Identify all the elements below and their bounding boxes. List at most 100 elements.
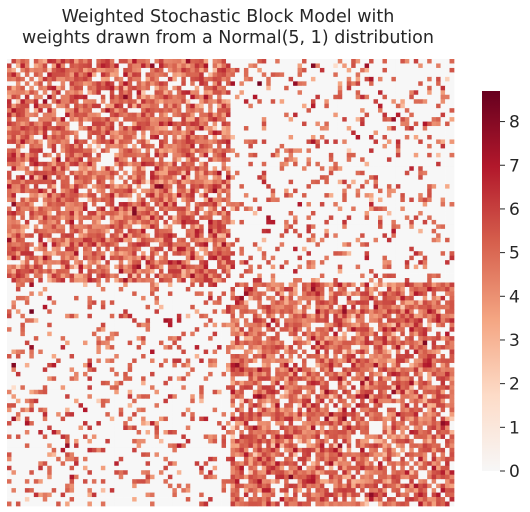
heatmap-cell <box>118 143 124 149</box>
heatmap-cell <box>413 63 419 69</box>
heatmap-cell <box>404 72 410 78</box>
heatmap-cell <box>364 134 370 140</box>
heatmap-cell <box>445 67 450 73</box>
heatmap-cell <box>132 72 137 78</box>
heatmap-cell <box>266 251 272 257</box>
heatmap-cell <box>440 161 446 167</box>
heatmap-cell <box>351 224 357 230</box>
heatmap-cell <box>185 99 191 105</box>
heatmap-cell <box>226 152 231 158</box>
heatmap-cell <box>449 237 455 243</box>
heatmap-cell <box>355 90 361 96</box>
heatmap-cell <box>172 184 178 189</box>
heatmap-cell <box>297 67 303 73</box>
heatmap-cell <box>409 170 415 176</box>
heatmap-cell <box>105 202 111 207</box>
heatmap-cell <box>355 206 361 212</box>
heatmap-cell <box>51 59 57 64</box>
heatmap-cell <box>176 81 182 87</box>
heatmap-cell <box>257 193 263 198</box>
heatmap-cell <box>445 143 450 149</box>
heatmap-cell <box>445 170 450 176</box>
heatmap-cell <box>422 117 428 122</box>
heatmap-cell <box>154 215 160 221</box>
heatmap-cell <box>302 215 307 221</box>
heatmap-cell <box>114 219 120 225</box>
heatmap-cell <box>284 157 289 163</box>
heatmap-cell <box>212 260 218 265</box>
heatmap-cell <box>248 152 254 158</box>
heatmap-cell <box>167 99 173 105</box>
heatmap-cell <box>449 85 455 91</box>
heatmap-cell <box>337 264 343 270</box>
heatmap-cell <box>252 170 258 176</box>
heatmap-cell <box>150 197 155 203</box>
heatmap-cell <box>386 139 392 145</box>
heatmap-cell <box>118 193 124 198</box>
heatmap-cell <box>400 242 406 248</box>
heatmap-cell <box>310 175 316 181</box>
heatmap-cell <box>409 130 415 136</box>
heatmap-cell <box>217 103 222 109</box>
heatmap-cell <box>60 126 66 131</box>
heatmap-cell <box>29 260 35 265</box>
heatmap-cell <box>252 175 258 181</box>
heatmap-cell <box>391 72 397 78</box>
heatmap-cell <box>212 99 218 105</box>
heatmap-cell <box>279 166 285 172</box>
heatmap-cell <box>194 63 200 69</box>
heatmap-cell <box>355 255 361 261</box>
heatmap-cell <box>60 242 66 248</box>
heatmap-cell <box>319 157 325 163</box>
heatmap-cell <box>306 90 312 96</box>
heatmap-cell <box>315 237 321 243</box>
heatmap-cell <box>378 76 383 82</box>
heatmap-cell <box>74 152 79 158</box>
heatmap-cell <box>127 237 133 243</box>
heatmap-cell <box>167 143 173 149</box>
heatmap-cell <box>109 246 115 252</box>
heatmap-cell <box>324 273 330 279</box>
heatmap-cell <box>15 72 21 78</box>
heatmap-cell <box>337 112 343 118</box>
heatmap-cell <box>391 179 397 185</box>
heatmap-cell <box>221 233 227 239</box>
heatmap-cell <box>158 179 164 185</box>
heatmap-cell <box>293 278 298 283</box>
heatmap-cell <box>315 202 321 207</box>
heatmap-cell <box>373 152 379 158</box>
heatmap-cell <box>69 152 75 158</box>
heatmap-cell <box>418 63 424 69</box>
heatmap-cell <box>226 90 231 96</box>
heatmap-cell <box>56 157 61 163</box>
heatmap-cell <box>266 193 272 198</box>
heatmap-cell <box>431 179 437 185</box>
heatmap-cell <box>141 67 146 73</box>
heatmap-cell <box>252 148 258 154</box>
heatmap-cell <box>208 269 213 274</box>
heatmap-cell <box>351 152 357 158</box>
heatmap-cell <box>100 210 106 216</box>
heatmap-cell <box>60 233 66 239</box>
heatmap-cell <box>270 99 276 105</box>
heatmap-cell <box>302 90 307 96</box>
heatmap-cell <box>132 134 137 140</box>
heatmap-cell <box>208 170 213 176</box>
heatmap-cell <box>378 210 383 216</box>
heatmap-cell <box>395 269 401 274</box>
heatmap-cell <box>234 166 240 172</box>
heatmap-cell <box>369 67 374 73</box>
heatmap-cell <box>319 94 325 100</box>
heatmap-cell <box>306 246 312 252</box>
heatmap-cell <box>194 278 200 283</box>
heatmap-cell <box>302 103 307 109</box>
heatmap-cell <box>109 63 115 69</box>
heatmap-cell <box>20 228 26 234</box>
heatmap-cell <box>47 197 53 203</box>
heatmap-cell <box>355 260 361 265</box>
heatmap-cell <box>91 139 97 145</box>
heatmap-cell <box>413 246 419 252</box>
heatmap-cell <box>346 59 352 64</box>
heatmap-cell <box>369 255 374 261</box>
heatmap-cell <box>409 121 415 127</box>
